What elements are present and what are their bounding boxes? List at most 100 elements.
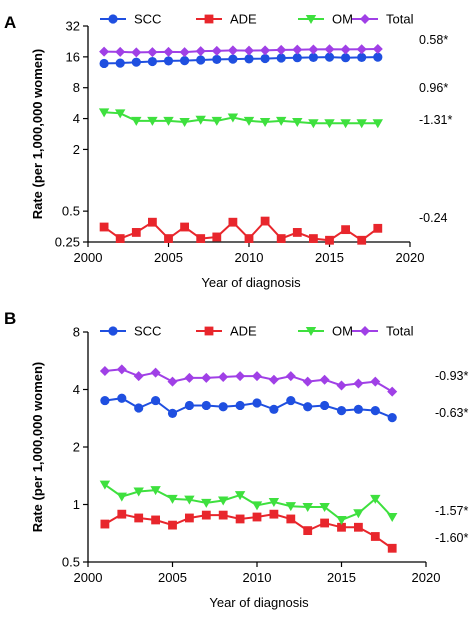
y-tick-label: 0.5 <box>62 555 80 570</box>
x-tick-label: 2000 <box>74 250 103 265</box>
data-point-ade <box>148 217 157 227</box>
data-point-scc <box>100 395 110 406</box>
data-point-om <box>211 116 222 126</box>
x-tick-label: 2015 <box>315 250 344 265</box>
data-point-total <box>302 376 313 387</box>
y-tick-label: 8 <box>73 80 80 95</box>
data-point-ade <box>131 228 141 237</box>
data-point-scc <box>357 52 367 63</box>
legend-label: ADE <box>230 324 257 339</box>
legend-item-ade: ADE <box>196 12 257 27</box>
data-point-scc <box>370 406 380 416</box>
y-tick-label: 2 <box>73 440 80 455</box>
annotation-scc: 0.96* <box>419 81 448 95</box>
series-line-scc <box>104 397 393 419</box>
legend-marker <box>360 326 370 336</box>
data-point-ade <box>244 234 254 243</box>
data-point-total <box>218 372 229 383</box>
data-point-total <box>184 372 195 383</box>
legend-item-total: Total <box>352 324 414 339</box>
data-point-om <box>302 503 313 513</box>
series-line-total <box>104 368 393 393</box>
data-point-om <box>201 498 212 508</box>
legend-label: OM <box>332 12 353 27</box>
panel-a: A 0.25 0.5 2 4 8 16 32 2000 2005 2010 2015 2020 Year … <box>4 12 452 291</box>
panel-letter: A <box>4 13 16 32</box>
data-point-scc <box>163 56 174 66</box>
data-point-scc <box>228 54 238 64</box>
data-point-scc <box>269 404 279 414</box>
data-point-om <box>98 108 110 118</box>
series-scc <box>99 52 383 69</box>
data-point-scc <box>324 52 335 62</box>
data-point-scc <box>308 52 318 63</box>
data-point-scc <box>292 53 302 63</box>
data-point-om <box>259 118 271 128</box>
data-point-ade <box>325 235 334 245</box>
data-point-ade <box>235 514 245 524</box>
series-line-ade <box>104 513 393 550</box>
data-point-om <box>276 116 287 126</box>
data-point-ade <box>228 217 238 227</box>
data-point-om <box>292 118 303 128</box>
legend-item-om: OM <box>298 324 353 339</box>
data-point-total <box>150 367 161 378</box>
legend-marker <box>204 14 214 24</box>
data-point-ade <box>168 520 177 530</box>
data-point-om <box>179 118 190 128</box>
data-point-ade <box>387 543 397 553</box>
data-point-ade <box>373 223 383 233</box>
data-point-ade <box>276 234 286 243</box>
y-axis-title: Rate (per 1,000,000 women) <box>30 362 45 533</box>
data-point-total <box>387 386 398 397</box>
data-point-total <box>336 380 347 391</box>
data-point-scc <box>235 400 245 411</box>
data-point-total <box>116 364 127 375</box>
data-point-om <box>387 513 398 523</box>
data-point-total <box>285 371 296 382</box>
legend-marker <box>204 326 214 336</box>
legend-label: OM <box>332 324 353 339</box>
data-point-total <box>268 374 279 385</box>
data-point-scc <box>117 393 127 403</box>
data-point-scc <box>99 58 109 69</box>
y-tick-label: 4 <box>73 111 80 126</box>
data-point-om <box>163 116 174 126</box>
data-point-ade <box>320 518 329 528</box>
x-tick-label: 2000 <box>74 570 103 585</box>
data-point-om <box>356 119 367 129</box>
data-point-om <box>184 495 195 505</box>
data-point-ade <box>337 522 346 532</box>
data-point-scc <box>260 53 270 64</box>
panel-b: B 0.5 1 2 4 8 2000 2005 2010 2015 2020 Year of diag… <box>4 309 468 610</box>
data-point-total <box>353 378 364 389</box>
data-point-scc <box>201 400 211 411</box>
data-point-om <box>370 494 381 504</box>
data-point-scc <box>286 395 296 406</box>
legend-item-scc: SCC <box>100 12 161 27</box>
data-point-total <box>147 47 158 58</box>
data-point-ade <box>354 522 363 532</box>
legend-marker <box>108 326 118 336</box>
panel-letter: B <box>4 309 16 328</box>
data-point-ade <box>260 216 270 226</box>
y-tick-label: 1 <box>73 497 80 512</box>
data-point-om <box>353 509 364 519</box>
legend-marker <box>108 14 118 24</box>
data-point-total <box>195 46 206 57</box>
series-line-total <box>104 48 378 54</box>
data-point-scc <box>244 54 254 64</box>
data-point-ade <box>185 513 194 523</box>
data-point-total <box>372 43 383 54</box>
data-point-ade <box>269 509 279 519</box>
data-point-om <box>218 496 229 506</box>
series-total <box>99 364 398 397</box>
legend-label: Total <box>386 12 414 27</box>
annotation-om: -1.31* <box>419 113 452 127</box>
data-point-total <box>260 45 271 56</box>
data-point-total <box>370 376 381 387</box>
data-point-ade <box>292 228 302 237</box>
data-point-om <box>268 498 280 508</box>
y-tick-label: 8 <box>73 325 80 340</box>
data-point-scc <box>387 413 397 423</box>
